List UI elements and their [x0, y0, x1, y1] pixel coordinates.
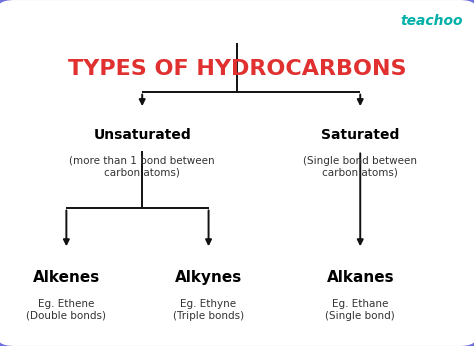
Text: Eg. Ethene
(Double bonds): Eg. Ethene (Double bonds) [27, 299, 106, 321]
Text: Saturated: Saturated [321, 128, 400, 142]
Text: Eg. Ethane
(Single bond): Eg. Ethane (Single bond) [325, 299, 395, 321]
Text: teachoo: teachoo [400, 14, 463, 28]
Text: (Single bond between
carbon atoms): (Single bond between carbon atoms) [303, 156, 417, 177]
Text: Eg. Ethyne
(Triple bonds): Eg. Ethyne (Triple bonds) [173, 299, 244, 321]
Text: TYPES OF HYDROCARBONS: TYPES OF HYDROCARBONS [68, 59, 406, 79]
Text: (more than 1 bond between
carbon atoms): (more than 1 bond between carbon atoms) [69, 156, 215, 177]
Text: Unsaturated: Unsaturated [93, 128, 191, 142]
Text: Alkynes: Alkynes [175, 270, 242, 285]
Text: Alkenes: Alkenes [33, 270, 100, 285]
Text: Alkanes: Alkanes [327, 270, 394, 285]
